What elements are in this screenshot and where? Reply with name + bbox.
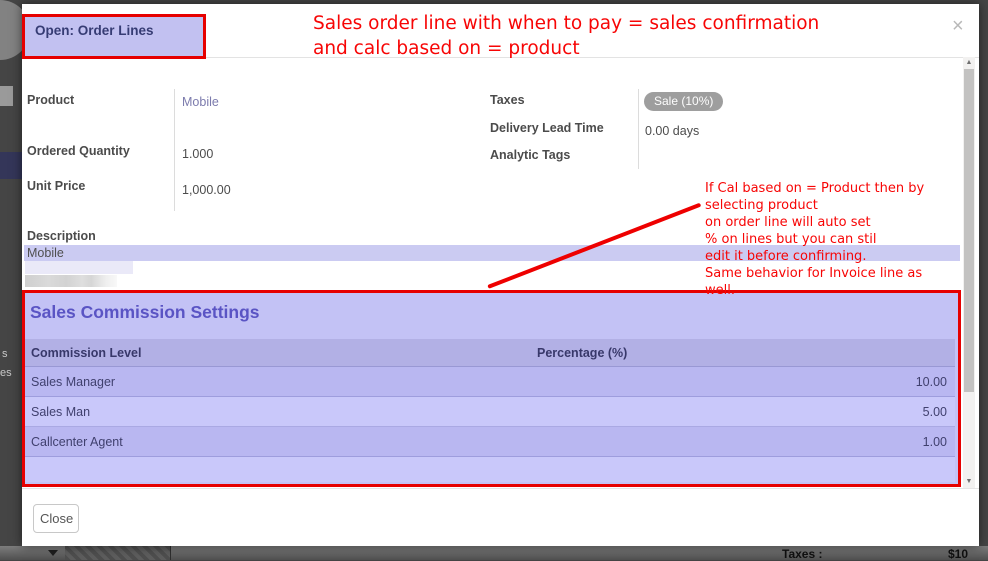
table-row[interactable]: Sales Man 5.00: [25, 397, 955, 427]
taxes-label: Taxes: [490, 93, 525, 107]
scrollbar-thumb[interactable]: [964, 69, 974, 392]
description-highlight-row: Mobile: [24, 245, 960, 261]
scroll-up-icon[interactable]: ▲: [965, 59, 973, 66]
ordered-quantity-value: 1.000: [182, 147, 214, 161]
percentage-cell: 5.00: [922, 404, 947, 419]
redacted-text-blur: [25, 275, 117, 287]
background-taxes-label: Taxes :: [782, 547, 823, 561]
commission-level-column-header: Commission Level: [31, 345, 142, 360]
product-value-link[interactable]: Mobile: [182, 95, 219, 109]
commission-level-cell: Sales Man: [31, 404, 91, 419]
description-faded-row: [25, 261, 133, 274]
delivery-lead-time-value: 0.00 days: [645, 124, 700, 138]
scroll-down-icon[interactable]: ▼: [965, 478, 973, 485]
tax-badge: Sale (10%): [644, 92, 724, 111]
percentage-cell: 1.00: [922, 434, 947, 449]
analytic-tags-label: Analytic Tags: [490, 148, 571, 162]
dropdown-arrow-icon: [48, 550, 58, 556]
commission-level-cell: Sales Manager: [31, 374, 116, 389]
description-text: Mobile: [27, 246, 64, 260]
field-separator: [638, 89, 639, 169]
description-label: Description: [27, 229, 96, 243]
modal-title-highlight: Open: Order Lines: [22, 14, 206, 59]
table-row[interactable]: Sales Manager 10.00: [25, 367, 955, 397]
commission-table-header: Commission Level Percentage (%): [25, 339, 955, 367]
commission-level-cell: Callcenter Agent: [31, 434, 123, 449]
unit-price-label: Unit Price: [27, 179, 86, 193]
percentage-cell: 10.00: [915, 374, 947, 389]
background-block: [0, 86, 13, 106]
empty-table-row: [25, 457, 955, 482]
table-row[interactable]: Callcenter Agent 1.00: [25, 427, 955, 457]
background-edge-text: es: [0, 367, 12, 379]
order-lines-modal: Open: Order Lines Sales order line with …: [22, 4, 979, 546]
delivery-lead-time-label: Delivery Lead Time: [490, 121, 604, 135]
vertical-scrollbar[interactable]: ▲ ▼: [963, 57, 975, 488]
background-edge-text: s: [2, 348, 8, 360]
background-hatch-area: [65, 546, 170, 560]
commission-table: Commission Level Percentage (%) Sales Ma…: [25, 339, 955, 482]
header-divider: [22, 57, 979, 58]
percentage-column-header: Percentage (%): [537, 345, 628, 360]
ordered-quantity-label: Ordered Quantity: [27, 144, 130, 158]
background-page-strip: [0, 546, 988, 560]
background-divider: [170, 546, 171, 560]
background-navy-block: [0, 152, 22, 179]
field-separator: [174, 89, 175, 211]
annotation-side-note: If Cal based on = Product then by select…: [705, 181, 925, 298]
unit-price-value: 1,000.00: [182, 183, 231, 197]
sales-commission-section: Sales Commission Settings Commission Lev…: [22, 290, 961, 487]
background-taxes-value: $10: [948, 547, 969, 561]
footer-divider: [22, 488, 979, 489]
close-icon[interactable]: ×: [952, 15, 964, 37]
annotation-top-note: Sales order line with when to pay = sale…: [313, 13, 820, 59]
commission-section-heading: Sales Commission Settings: [30, 302, 260, 322]
close-button[interactable]: Close: [33, 504, 79, 533]
product-label: Product: [27, 93, 75, 107]
modal-title: Open: Order Lines: [35, 23, 154, 38]
